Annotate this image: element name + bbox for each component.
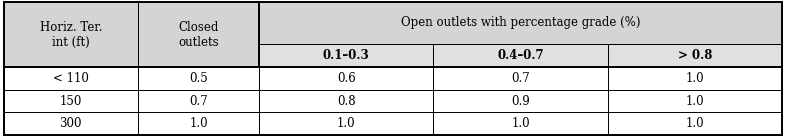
Text: 0.4–0.7: 0.4–0.7 — [498, 49, 544, 62]
Text: Horiz. Ter.
int (ft): Horiz. Ter. int (ft) — [39, 21, 102, 49]
Bar — [433, 67, 608, 90]
Text: 1.0: 1.0 — [512, 117, 530, 130]
Text: 0.8: 0.8 — [337, 95, 355, 108]
Text: 0.1–0.3: 0.1–0.3 — [323, 49, 369, 62]
Text: 0.7: 0.7 — [189, 95, 208, 108]
Bar — [433, 44, 608, 67]
Bar — [433, 90, 608, 112]
Bar — [608, 112, 782, 135]
Bar — [138, 67, 259, 90]
Bar — [608, 90, 782, 112]
Bar — [138, 2, 259, 67]
Text: 0.5: 0.5 — [189, 72, 208, 85]
Text: < 110: < 110 — [53, 72, 89, 85]
Bar — [259, 44, 433, 67]
Bar — [138, 90, 259, 112]
Text: 0.9: 0.9 — [511, 95, 530, 108]
Bar — [433, 112, 608, 135]
Bar — [259, 2, 782, 44]
Text: 0.6: 0.6 — [337, 72, 356, 85]
Text: Open outlets with percentage grade (%): Open outlets with percentage grade (%) — [401, 16, 641, 29]
Bar — [4, 90, 138, 112]
Text: 0.7: 0.7 — [511, 72, 530, 85]
Text: 1.0: 1.0 — [337, 117, 355, 130]
Text: > 0.8: > 0.8 — [678, 49, 712, 62]
Text: 1.0: 1.0 — [189, 117, 208, 130]
Bar — [4, 67, 138, 90]
Text: 1.0: 1.0 — [685, 117, 704, 130]
Text: 1.0: 1.0 — [685, 95, 704, 108]
Text: 300: 300 — [60, 117, 82, 130]
Bar — [259, 67, 433, 90]
Text: 1.0: 1.0 — [685, 72, 704, 85]
Bar — [4, 2, 138, 67]
Bar — [259, 90, 433, 112]
Bar — [138, 112, 259, 135]
Text: Closed
outlets: Closed outlets — [178, 21, 219, 49]
Text: 150: 150 — [60, 95, 82, 108]
Bar — [608, 44, 782, 67]
Bar — [608, 67, 782, 90]
Bar — [259, 112, 433, 135]
Bar — [4, 112, 138, 135]
